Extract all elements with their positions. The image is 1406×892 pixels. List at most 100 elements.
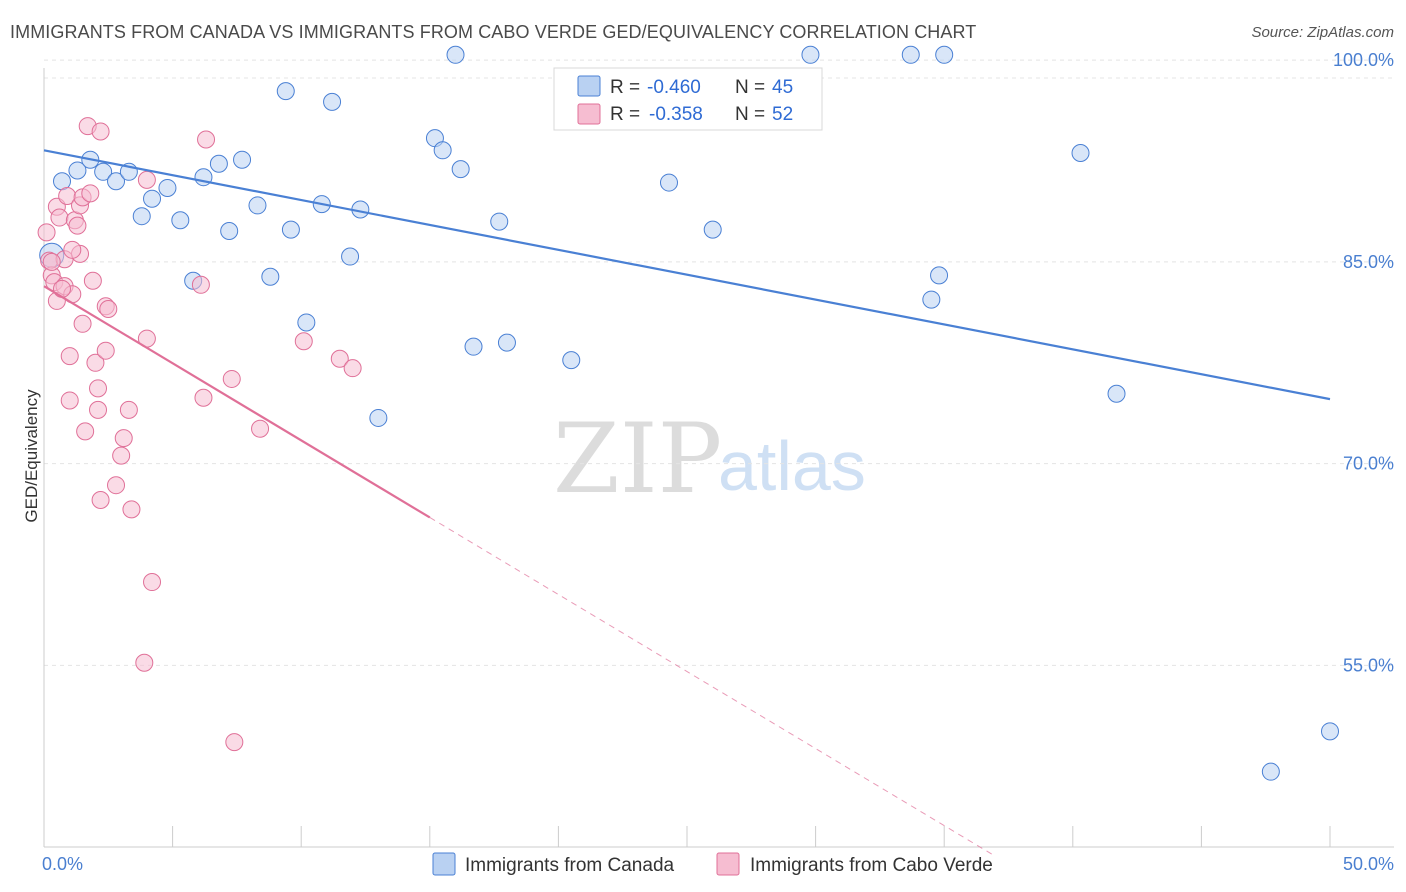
canada-point	[220, 221, 239, 240]
canada-point	[659, 173, 678, 192]
series-legend-swatch-canada	[432, 852, 456, 876]
cabo-verde-point	[194, 388, 213, 407]
series-canada-points	[39, 45, 1339, 781]
watermark-zip: ZIP	[553, 403, 722, 515]
canada-point	[703, 220, 722, 239]
cabo-verde-point	[81, 184, 100, 203]
legend-box: R = -0.460 N = 45 R = -0.358 N = 52	[553, 67, 823, 131]
cabo-verde-point	[112, 446, 131, 465]
canada-point	[1261, 762, 1280, 781]
canada-point	[261, 267, 280, 286]
cabo-verde-point	[251, 419, 270, 438]
canada-point	[1321, 722, 1339, 741]
y-axis-title: GED/Equivalency	[22, 389, 41, 523]
cabo-verde-point	[68, 216, 87, 235]
cabo-verde-point	[197, 130, 216, 149]
legend-n-label-cabo-verde: N =	[735, 104, 765, 125]
legend-r-label-canada: R =	[610, 77, 640, 98]
canada-point	[922, 290, 941, 309]
watermark-atlas: atlas	[718, 427, 866, 505]
cabo-verde-point	[50, 208, 69, 227]
canada-point	[276, 82, 295, 101]
canada-point	[107, 172, 126, 191]
cabo-verde-point	[42, 252, 61, 271]
canada-point	[935, 45, 954, 64]
cabo-verde-point	[60, 347, 79, 366]
canada-point	[341, 247, 360, 266]
cabo-verde-point	[99, 300, 118, 318]
canada-point	[209, 154, 228, 173]
y-tick-labels: 55.0% 70.0% 85.0% 100.0%	[1333, 50, 1394, 675]
canada-point	[1107, 384, 1126, 403]
cabo-verde-point	[83, 271, 102, 290]
series-cabo-verde-points	[37, 117, 362, 752]
legend-n-label-canada: N =	[735, 77, 765, 98]
trend-lines	[43, 149, 1331, 857]
cabo-verde-point	[63, 240, 82, 259]
canada-point	[323, 92, 342, 111]
legend-r-label-cabo-verde: R =	[610, 104, 640, 125]
legend-r-value-canada: -0.460	[647, 77, 701, 98]
cabo-verde-point	[107, 476, 126, 495]
canada-point	[497, 333, 516, 352]
canada-point	[901, 45, 920, 64]
canada-point	[132, 207, 151, 226]
x-tick-label-min: 0.0%	[42, 854, 83, 874]
series-legend-label-canada: Immigrants from Canada	[465, 855, 675, 876]
y-tick-label: 100.0%	[1333, 50, 1394, 70]
cabo-verde-point	[89, 400, 108, 419]
canada-point	[297, 313, 316, 332]
canada-point	[369, 408, 388, 427]
cabo-verde-point	[114, 429, 133, 448]
canada-point	[158, 178, 177, 197]
cabo-verde-point	[143, 573, 162, 592]
canada-point	[451, 160, 470, 179]
series-legend-label-cabo-verde: Immigrants from Cabo Verde	[750, 855, 993, 876]
canada-point	[801, 45, 820, 64]
cabo-verde-point	[91, 490, 110, 509]
legend-n-value-cabo-verde: 52	[772, 104, 793, 125]
trend-line-cabo-verde	[43, 285, 431, 519]
cabo-verde-point	[137, 170, 156, 189]
cabo-verde-point	[122, 500, 141, 519]
cabo-verde-point	[96, 341, 115, 360]
canada-point	[433, 141, 452, 160]
cabo-verde-point	[330, 349, 349, 368]
canada-point	[446, 45, 465, 64]
canada-point	[94, 162, 113, 181]
cabo-verde-point	[37, 223, 56, 242]
cabo-verde-point	[191, 275, 210, 294]
legend-n-value-canada: 45	[772, 77, 793, 98]
legend-r-value-cabo-verde: -0.358	[649, 104, 703, 125]
chart-title: IMMIGRANTS FROM CANADA VS IMMIGRANTS FRO…	[10, 22, 977, 42]
legend-swatch-cabo-verde	[577, 103, 601, 125]
cabo-verde-point	[119, 400, 138, 419]
canada-point	[464, 337, 483, 356]
cabo-verde-point	[343, 359, 362, 378]
cabo-verde-point	[86, 353, 105, 372]
x-tick-label-max: 50.0%	[1343, 854, 1394, 874]
cabo-verde-point	[76, 422, 95, 441]
y-tick-label: 85.0%	[1343, 252, 1394, 272]
canada-point	[281, 220, 300, 239]
trend-line-cabo-verde-extension	[429, 517, 996, 857]
cabo-verde-point	[225, 733, 244, 752]
cabo-verde-point	[91, 122, 110, 141]
cabo-verde-point	[73, 314, 92, 333]
canada-point	[171, 211, 190, 230]
cabo-verde-point	[89, 379, 108, 398]
cabo-verde-point	[294, 332, 313, 351]
canada-point	[143, 189, 162, 208]
canada-point	[490, 212, 509, 231]
series-legend-swatch-cabo-verde	[716, 852, 740, 876]
canada-point	[248, 196, 267, 215]
legend-swatch-canada	[577, 75, 601, 97]
cabo-verde-point	[222, 369, 241, 388]
trend-line-canada	[43, 149, 1331, 401]
series-legend: Immigrants from Canada Immigrants from C…	[432, 852, 993, 876]
y-tick-label: 55.0%	[1343, 655, 1394, 675]
x-axis-ticks	[43, 826, 1331, 847]
y-tick-label: 70.0%	[1343, 454, 1394, 474]
canada-point	[233, 150, 252, 169]
